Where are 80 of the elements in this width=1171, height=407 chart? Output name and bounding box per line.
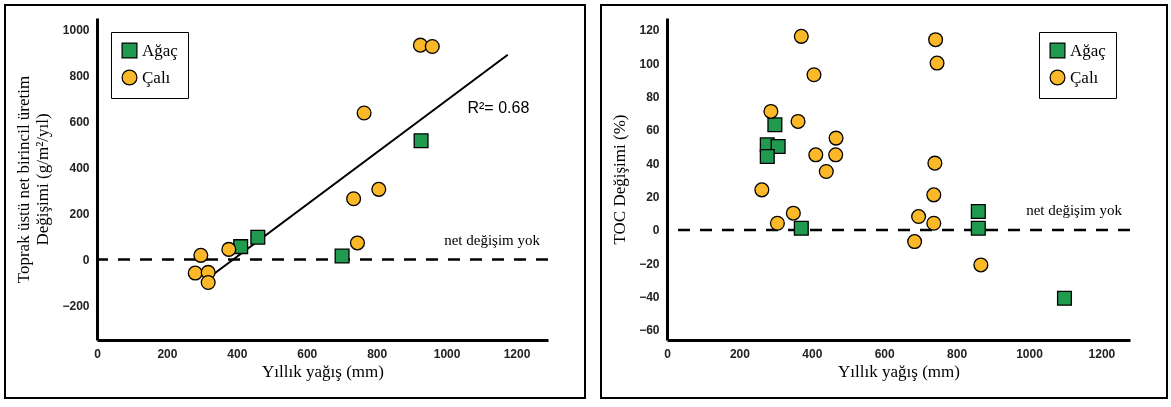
x-tick-label: 400: [802, 346, 823, 361]
y-tick-label: 400: [69, 161, 90, 175]
point: [911, 209, 927, 225]
point: [250, 229, 266, 245]
legend-label: Ağaç: [1070, 40, 1107, 60]
y-tick-label: 1000: [62, 23, 90, 37]
x-tick-label: 1200: [1088, 346, 1116, 361]
y-axis-title: Toprak üstü net birincil üretim Değişimi (g/m²/yıl): [14, 75, 53, 284]
point: [356, 105, 372, 121]
point: [970, 220, 986, 236]
point: [346, 191, 362, 207]
point: [790, 113, 806, 129]
point: [808, 147, 824, 163]
point: [770, 138, 786, 155]
y-tick-label: 20: [646, 190, 660, 205]
point: [927, 155, 943, 171]
x-tick-label: 0: [664, 346, 672, 361]
y-axis-title: TOC Değişimi (%): [610, 114, 630, 245]
point: [193, 247, 209, 263]
y-tick-label: 120: [639, 23, 660, 38]
y-tick-label: −20: [639, 256, 660, 271]
point: [907, 234, 923, 250]
y-tick-label: 200: [69, 207, 90, 221]
x-tick-label: 600: [874, 346, 896, 361]
point: [970, 203, 986, 220]
x-tick-label: 1000: [433, 346, 461, 361]
point: [793, 28, 809, 44]
x-tick-label: 800: [947, 346, 968, 361]
x-axis-title: Yıllık yağış (mm): [262, 361, 384, 381]
x-axis-title: Yıllık yağış (mm): [838, 361, 960, 381]
point: [759, 148, 775, 165]
x-tick-label: 400: [227, 346, 248, 361]
point: [1056, 290, 1073, 306]
point: [349, 235, 365, 251]
point: [200, 274, 216, 291]
y-tick-label: 600: [69, 115, 90, 129]
point: [334, 248, 350, 264]
x-tick-label: 800: [367, 346, 388, 361]
point: [371, 181, 387, 197]
x-tick-label: 0: [94, 346, 102, 361]
y-tick-label: 0: [652, 223, 660, 238]
point: [763, 103, 779, 119]
point: [754, 182, 770, 198]
legend-label: Çalı: [1070, 67, 1099, 87]
x-tick-label: 200: [157, 346, 178, 361]
y-tick-label: 40: [646, 156, 660, 171]
point: [767, 117, 783, 133]
y-tick-label: 80: [646, 89, 660, 104]
point: [793, 220, 809, 236]
point: [928, 32, 944, 48]
x-tick-label: 200: [729, 346, 751, 361]
y-tick-label: 0: [82, 253, 90, 267]
y-tick-label: 100: [639, 56, 660, 71]
y-tick-label: −60: [639, 323, 660, 338]
y-tick-label: 60: [646, 123, 660, 138]
point: [818, 163, 834, 180]
annotation: R²= 0.68: [467, 99, 530, 117]
y-tick-label: 800: [69, 69, 90, 83]
point: [828, 147, 844, 163]
point: [973, 257, 989, 273]
legend-label: Çalı: [142, 67, 171, 87]
y-tick-label: −200: [62, 299, 90, 313]
point: [187, 265, 203, 281]
x-tick-label: 600: [297, 346, 318, 361]
point: [828, 130, 844, 146]
point: [424, 38, 440, 55]
point: [926, 187, 942, 203]
point: [926, 215, 942, 231]
point: [806, 67, 822, 83]
x-tick-label: 1200: [503, 346, 531, 361]
ref-line-label: net değişim yok: [1026, 201, 1123, 218]
x-tick-label: 1000: [1016, 346, 1044, 361]
ref-line-label: net değişim yok: [444, 231, 541, 248]
point: [769, 215, 785, 231]
point: [413, 133, 429, 149]
point: [221, 241, 237, 257]
point: [929, 55, 945, 71]
y-tick-label: −40: [639, 290, 660, 305]
legend-label: Ağaç: [142, 40, 179, 60]
point: [785, 205, 801, 221]
